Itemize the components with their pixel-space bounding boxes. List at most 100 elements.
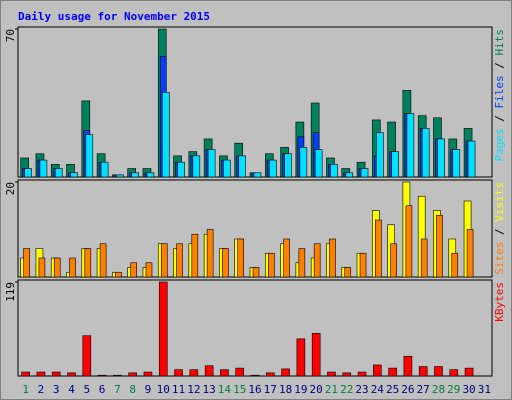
- x-tick-label: 25: [386, 383, 399, 396]
- legend-separator: /: [493, 222, 506, 242]
- bar: [115, 271, 122, 278]
- bar: [388, 367, 397, 377]
- bar: [176, 243, 183, 278]
- bar: [192, 155, 201, 178]
- x-tick-label: 31: [478, 383, 491, 396]
- legend-entry: Pages: [493, 128, 506, 161]
- bar: [267, 252, 275, 278]
- bar: [342, 372, 352, 377]
- x-tick-label: 6: [99, 383, 106, 396]
- bar: [406, 113, 415, 178]
- bar: [437, 138, 445, 178]
- bar: [222, 248, 229, 278]
- legend-entry: Hits: [493, 29, 506, 56]
- bar: [376, 132, 384, 178]
- bar: [84, 248, 92, 278]
- bar: [296, 338, 306, 377]
- bar: [69, 257, 76, 278]
- bar: [189, 369, 199, 377]
- bar: [38, 257, 46, 278]
- bar: [174, 369, 183, 377]
- bar: [67, 372, 76, 377]
- x-tick-label: 13: [203, 383, 216, 396]
- bar: [206, 229, 214, 278]
- x-tick-label: 15: [233, 383, 246, 396]
- bar: [359, 252, 367, 278]
- bar: [70, 172, 78, 178]
- legend-entry: Sites: [493, 242, 506, 275]
- y-tick-label: 119: [4, 282, 17, 302]
- bar: [467, 140, 476, 178]
- bar: [452, 149, 461, 178]
- bar: [345, 172, 354, 178]
- bar: [238, 155, 247, 178]
- bar: [313, 243, 321, 278]
- bar: [464, 367, 474, 377]
- bar: [51, 371, 61, 377]
- legend: Pages / Files / Hits: [493, 29, 506, 162]
- bar: [449, 369, 459, 377]
- bar: [128, 372, 137, 377]
- x-tick-label: 7: [114, 383, 121, 396]
- x-tick-label: 20: [310, 383, 323, 396]
- bar: [161, 92, 170, 178]
- bar: [327, 371, 336, 377]
- x-tick-label: 30: [462, 383, 475, 396]
- bar: [99, 243, 107, 278]
- bar: [360, 168, 369, 178]
- x-tick-label: 18: [279, 383, 292, 396]
- legend-entry: KBytes: [493, 282, 506, 322]
- bar: [235, 367, 245, 377]
- bar: [253, 172, 262, 178]
- legend-separator: /: [493, 109, 506, 129]
- bar: [39, 159, 48, 178]
- bar: [403, 355, 413, 377]
- bar: [143, 371, 153, 377]
- bar: [97, 374, 107, 377]
- bar: [207, 149, 216, 178]
- bar: [283, 238, 290, 278]
- bar: [418, 366, 428, 377]
- bar: [113, 374, 122, 377]
- bar: [223, 159, 231, 178]
- bar: [390, 243, 397, 278]
- y-tick-label: 20: [4, 182, 17, 195]
- bar: [100, 161, 109, 178]
- x-tick-label: 3: [53, 383, 60, 396]
- bar: [357, 371, 367, 377]
- bar: [311, 333, 321, 377]
- bar: [329, 238, 336, 278]
- bar: [298, 248, 306, 278]
- bar: [237, 238, 245, 278]
- x-tick-label: 2: [38, 383, 45, 396]
- x-tick-label: 8: [129, 383, 136, 396]
- bar: [436, 214, 443, 278]
- bar: [54, 168, 63, 178]
- bar: [299, 147, 308, 178]
- x-tick-label: 28: [432, 383, 445, 396]
- bar: [466, 229, 474, 278]
- legend-separator: /: [493, 56, 506, 76]
- bar: [421, 128, 430, 178]
- x-tick-label: 5: [83, 383, 90, 396]
- bar: [268, 159, 277, 178]
- x-tick-label: 9: [145, 383, 152, 396]
- bar: [145, 262, 153, 278]
- x-tick-label: 23: [355, 383, 368, 396]
- bar: [160, 243, 168, 278]
- bar: [405, 205, 413, 278]
- bar: [252, 267, 260, 278]
- legend: Sites / Visits: [493, 182, 506, 275]
- bar: [265, 372, 275, 377]
- x-tick-label: 27: [417, 383, 430, 396]
- x-tick-label: 10: [157, 383, 170, 396]
- bar: [130, 262, 137, 278]
- bar: [24, 168, 32, 178]
- bar: [116, 174, 124, 178]
- x-tick-label: 26: [401, 383, 414, 396]
- x-tick-label: 11: [172, 383, 185, 396]
- x-tick-label: 4: [68, 383, 75, 396]
- bar: [53, 257, 61, 278]
- bar: [344, 267, 352, 278]
